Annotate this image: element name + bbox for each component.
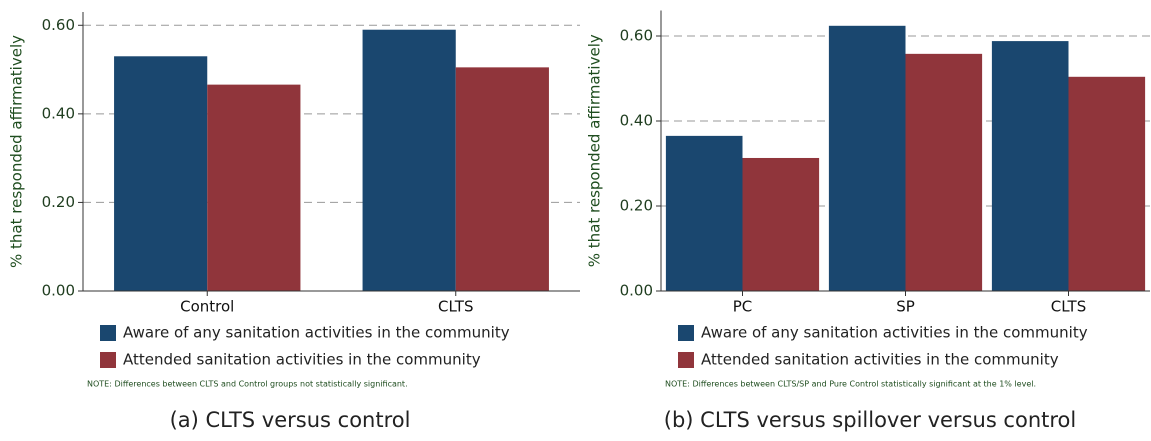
x-tick-label: CLTS [438, 298, 473, 316]
legend-swatch [100, 325, 116, 341]
x-tick-label: PC [733, 298, 753, 316]
bar [114, 56, 208, 292]
caption: (a) CLTS versus control [170, 408, 411, 432]
y-tick-label: 0.20 [42, 193, 75, 211]
legend-label: Attended sanitation activities in the co… [701, 351, 1059, 369]
bar [1068, 76, 1146, 291]
bar [455, 67, 549, 291]
y-tick-label: 0.00 [42, 282, 75, 300]
bar [362, 29, 456, 291]
y-axis-label: % that responded affirmatively [586, 34, 604, 267]
bar [905, 53, 983, 291]
y-axis-label: % that responded affirmatively [8, 35, 26, 268]
legend-label: Aware of any sanitation activities in th… [123, 324, 510, 342]
y-tick-label: 0.60 [620, 27, 653, 45]
y-tick-label: 0.60 [42, 16, 75, 34]
legend-label: Attended sanitation activities in the co… [123, 351, 481, 369]
bar [742, 157, 820, 291]
legend-label: Aware of any sanitation activities in th… [701, 324, 1088, 342]
y-tick-label: 0.40 [620, 112, 653, 130]
bar [207, 84, 301, 291]
bar [665, 135, 743, 291]
caption: (b) CLTS versus spillover versus control [664, 408, 1076, 432]
bar [828, 25, 906, 292]
note: NOTE: Differences between CLTS and Contr… [87, 380, 408, 389]
y-tick-label: 0.20 [620, 197, 653, 215]
legend-swatch [100, 352, 116, 368]
x-tick-label: Control [180, 298, 234, 316]
y-tick-label: 0.00 [620, 282, 653, 300]
x-tick-label: SP [896, 298, 915, 316]
y-tick-label: 0.40 [42, 104, 75, 122]
x-tick-label: CLTS [1051, 298, 1086, 316]
legend-swatch [678, 325, 694, 341]
legend-swatch [678, 352, 694, 368]
bar [991, 41, 1069, 291]
note: NOTE: Differences between CLTS/SP and Pu… [665, 380, 1036, 389]
